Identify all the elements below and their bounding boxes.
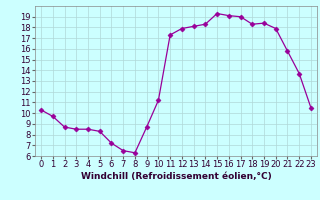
X-axis label: Windchill (Refroidissement éolien,°C): Windchill (Refroidissement éolien,°C) [81, 172, 271, 181]
